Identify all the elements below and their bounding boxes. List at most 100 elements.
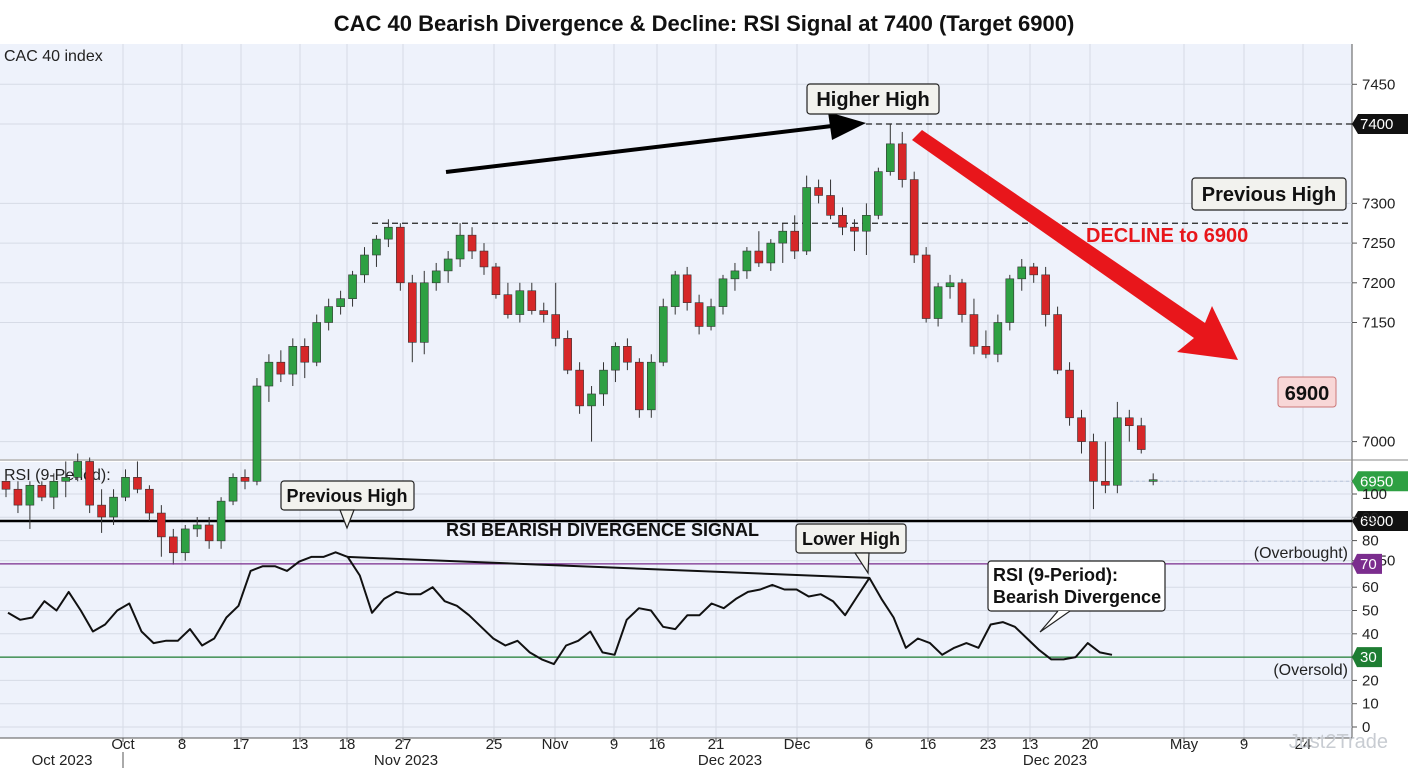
candle-body (431, 270, 441, 284)
candle-body (37, 484, 47, 498)
x-month-label: Dec 2023 (1023, 752, 1087, 768)
rsi-note-callout: RSI (9-Period):Bearish Divergence (987, 560, 1166, 633)
overbought-label: (Overbought) (1254, 545, 1348, 562)
candle (276, 350, 286, 383)
target-callout-box (1277, 376, 1337, 408)
candle (778, 223, 788, 263)
candle (1005, 274, 1015, 331)
x-month-label: Oct 2023 (32, 752, 93, 768)
rsi-previous-high-text: Previous High (286, 486, 407, 506)
candle-body (1053, 314, 1062, 371)
oversold-label: (Oversold) (1273, 662, 1348, 679)
candle (838, 207, 847, 236)
candle-body (862, 215, 871, 232)
x-tick-label: 23 (980, 736, 997, 753)
x-tick-label: 13 (1022, 736, 1039, 753)
candle (694, 294, 704, 335)
candle-body (240, 477, 250, 482)
rsi-tick-label: 80 (1362, 533, 1379, 550)
candle-body (802, 187, 811, 252)
x-tick-label: 9 (1240, 736, 1248, 753)
x-tick-label: 21 (708, 736, 725, 753)
oversold-tag-bg (1352, 647, 1382, 668)
candle-body (169, 536, 178, 554)
candle (587, 386, 596, 442)
candle-body (670, 274, 680, 307)
candle-body (467, 234, 477, 252)
candle (49, 473, 59, 510)
candle (37, 481, 47, 502)
candle-body (874, 171, 883, 216)
candle-body (539, 310, 549, 315)
higher-high-callout: Higher High (806, 83, 940, 115)
candle-body (706, 306, 716, 327)
candle-body (694, 302, 704, 327)
candle (551, 282, 561, 347)
candle (766, 239, 776, 271)
candle (97, 489, 106, 533)
candle-body (1101, 480, 1110, 486)
x-tick-label: 18 (339, 736, 356, 753)
candle-body (336, 298, 345, 307)
candle (921, 247, 931, 323)
x-tick-label: 8 (178, 736, 186, 753)
current-price-tag-bg (1352, 471, 1408, 492)
chart-title: CAC 40 Bearish Divergence & Decline: RSI… (334, 11, 1075, 36)
candle (623, 338, 632, 371)
rsi-tick-label: 100 (1362, 486, 1387, 503)
candle-body (1136, 425, 1146, 450)
price-panel (0, 44, 1352, 459)
x-tick-label: 13 (292, 736, 309, 753)
candle (169, 528, 178, 565)
candle-body (515, 290, 525, 315)
watermark: Just2Trade (1289, 731, 1388, 753)
candle-body (563, 338, 572, 371)
candle (228, 473, 238, 506)
lower-high-pointer (853, 552, 870, 575)
higher-high-arrow-head (828, 112, 866, 140)
rsi-tick-label: 20 (1362, 672, 1379, 689)
candle (563, 330, 572, 375)
x-month-label: Dec 2023 (698, 752, 762, 768)
rsi-previous-high-pointer (339, 509, 355, 530)
candle-body (909, 179, 919, 256)
candle-body (957, 282, 967, 315)
candle (157, 505, 166, 557)
candle-body (1005, 278, 1015, 323)
annotations: Higher High Previous High DECLINE to 6900 6… (280, 83, 1347, 633)
candle (1077, 409, 1086, 454)
candle-body (384, 226, 393, 240)
candle-body (646, 361, 656, 411)
candle (658, 298, 668, 367)
higher-high-arrow-shaft (445, 124, 833, 174)
divergence-signal-label: RSI BEARISH DIVERGENCE SIGNAL (446, 520, 759, 540)
candle-body (180, 528, 190, 554)
candle-body (587, 393, 596, 407)
candle-body (300, 346, 310, 363)
rsi-tick-label: 40 (1362, 626, 1379, 643)
candle (539, 302, 549, 323)
candle-body (252, 385, 262, 482)
candle (396, 223, 405, 291)
candle-body (551, 314, 561, 339)
candle-body (611, 346, 620, 371)
candle (145, 485, 154, 521)
previous-high-price-callout-box (1191, 177, 1347, 211)
candle (874, 167, 883, 220)
candle (240, 469, 250, 490)
support-price-tag-bg (1352, 511, 1408, 531)
target-callout-text: 6900 (1285, 383, 1330, 405)
rsi-note-box (987, 560, 1166, 612)
price-tick-label: 7000 (1362, 434, 1395, 451)
candle (1029, 262, 1038, 283)
candle-body (754, 250, 764, 264)
candle (1041, 266, 1050, 327)
candle-body (85, 461, 94, 506)
candle (336, 290, 345, 315)
candle (252, 378, 262, 486)
candle (981, 330, 991, 359)
candle (802, 175, 811, 256)
candle-body (682, 274, 692, 303)
candle-body (228, 477, 238, 502)
x-tick-label: Dec (784, 736, 811, 753)
